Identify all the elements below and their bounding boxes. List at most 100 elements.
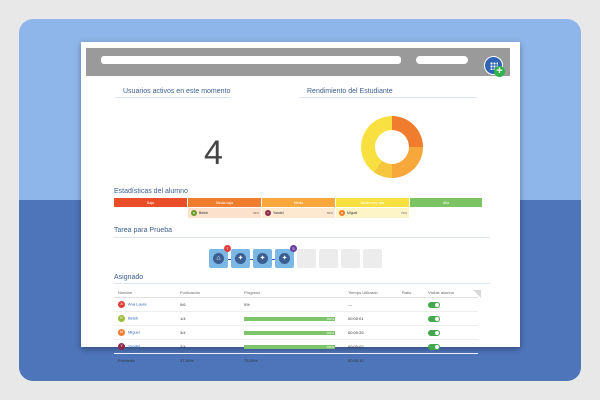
ratio-cell (398, 325, 424, 340)
score-cell: 2/4 (176, 339, 240, 354)
student-name: Yandel (273, 211, 284, 215)
page-curl-icon (473, 290, 481, 298)
level-alta: Alta (410, 198, 482, 207)
progress-cell: 0% (240, 297, 344, 312)
task-strip: ⌂ 7 ✦ ✦ ✦ 5 (209, 245, 385, 268)
graduation-cap-icon: ✦ (279, 253, 290, 264)
time-cell: 00:00:02 (344, 339, 398, 354)
ratio-cell (398, 297, 424, 312)
avatar: Y (265, 210, 271, 216)
table-row[interactable]: M Miguel 3/4 100% 00:00:26 (114, 325, 478, 340)
student-name: Beleb (199, 211, 208, 215)
task-badge: 5 (290, 245, 297, 252)
address-bar[interactable] (101, 56, 401, 64)
visible-toggle[interactable] (428, 301, 440, 308)
empty-cell (114, 208, 187, 218)
average-score: 37.50% (180, 358, 194, 363)
task-item[interactable]: ✦ (253, 249, 272, 268)
progress-label: 100% (326, 330, 334, 335)
level-label: Media baja (215, 200, 234, 205)
ratio-cell (398, 339, 424, 354)
average-label: Promedio (118, 358, 136, 363)
graduation-cap-icon: ✦ (235, 253, 246, 264)
graduation-cap-icon: ✦ (257, 253, 268, 264)
time-cell: — (344, 297, 398, 312)
student-chip[interactable]: Y Yandel 59% (262, 208, 335, 218)
table-header: Nombre Puntuación Progreso Tiempo Utiliz… (114, 288, 478, 298)
table-row[interactable]: A Ana Laura 0/6 0% — (114, 297, 478, 312)
search-bar[interactable] (416, 56, 468, 64)
student-pct: 79% (400, 211, 407, 215)
progress-bar: 100% (244, 344, 335, 349)
level-media: Media (262, 198, 335, 207)
active-users-count: 4 (204, 134, 223, 172)
empty-task-slot[interactable] (341, 249, 360, 268)
avatar: M (339, 210, 345, 216)
avatar: M (118, 329, 125, 336)
col-header[interactable]: Visible alumno (424, 288, 478, 298)
assigned-table: Nombre Puntuación Progreso Tiempo Utiliz… (114, 288, 478, 367)
level-media-baja: Media baja (188, 198, 261, 207)
progress-bar: 100% (244, 330, 335, 335)
student-name-link[interactable]: Miguel (128, 329, 140, 335)
task-item[interactable]: ⌂ 7 (209, 245, 231, 268)
student-pct: 59% (326, 211, 333, 215)
progress-label: 100% (326, 344, 334, 349)
col-header[interactable]: Progreso (240, 288, 344, 298)
avatar: Y (118, 343, 125, 350)
ratio-cell (398, 311, 424, 326)
donut-slice-3[interactable] (361, 116, 392, 173)
table-row[interactable]: Y Yandel 2/4 100% 00:00:02 (114, 339, 478, 354)
average-progress: 75.00% (244, 358, 258, 363)
average-row: Promedio 37.50% 75.00% 00:00:10 (114, 354, 478, 368)
performance-donut-chart (361, 116, 423, 178)
task-badge: 7 (224, 245, 231, 252)
divider (114, 237, 490, 238)
top-bar: + (86, 48, 510, 77)
score-cell: 0/6 (176, 297, 240, 312)
level-label: Media (293, 200, 304, 205)
progress-label: 100% (326, 316, 334, 321)
col-header[interactable]: Puntuación (176, 288, 240, 298)
empty-task-slot[interactable] (363, 249, 382, 268)
home-icon: ⌂ (213, 253, 224, 264)
task-item[interactable]: ✦ 5 (275, 245, 297, 268)
active-users-title: Usuarios activos en este momento (123, 88, 231, 95)
student-chip[interactable]: M Miguel 79% (336, 208, 409, 218)
average-time: 00:00:10 (348, 358, 364, 363)
col-header[interactable]: Ratio (398, 288, 424, 298)
level-media-muy-alta: Media muy alta (336, 198, 409, 207)
time-cell: 00:00:26 (344, 325, 398, 340)
empty-task-slot[interactable] (319, 249, 338, 268)
student-name-link[interactable]: Ana Laura (128, 301, 147, 307)
time-cell: 00:00:01 (344, 311, 398, 326)
donut-slice-1[interactable] (392, 147, 423, 178)
student-name-link[interactable]: Yandel (128, 343, 141, 349)
test-task-title: Tarea para Prueba (114, 227, 172, 234)
student-chip[interactable]: B Beleb 29% (188, 208, 261, 218)
level-label: Baja (146, 200, 154, 205)
task-item[interactable]: ✦ (231, 249, 250, 268)
donut-slice-0[interactable] (392, 116, 423, 147)
col-header[interactable]: Tiempo Utilizado (344, 288, 398, 298)
table-row[interactable]: B Beleb 1/4 100% 00:00:01 (114, 311, 478, 326)
avatar: A (118, 301, 125, 308)
assigned-title: Asignado (114, 274, 144, 281)
divider (299, 97, 477, 98)
visible-toggle[interactable] (428, 343, 440, 350)
student-stats-title: Estadísticas del alumno (114, 188, 188, 195)
student-pct: 29% (252, 211, 259, 215)
student-name-link[interactable]: Beleb (128, 315, 139, 321)
avatar: B (191, 210, 197, 216)
empty-task-slot[interactable] (297, 249, 316, 268)
avatar: B (118, 315, 125, 322)
visible-toggle[interactable] (428, 315, 440, 322)
level-students-row: B Beleb 29% Y Yandel 59% M Miguel 79% (114, 208, 410, 218)
donut-slice-2[interactable] (373, 160, 392, 178)
level-label: Alta (442, 200, 450, 205)
score-cell: 1/4 (176, 311, 240, 326)
level-baja: Baja (114, 198, 187, 207)
add-icon[interactable]: + (494, 66, 505, 77)
col-header[interactable]: Nombre (114, 288, 176, 298)
visible-toggle[interactable] (428, 329, 440, 336)
